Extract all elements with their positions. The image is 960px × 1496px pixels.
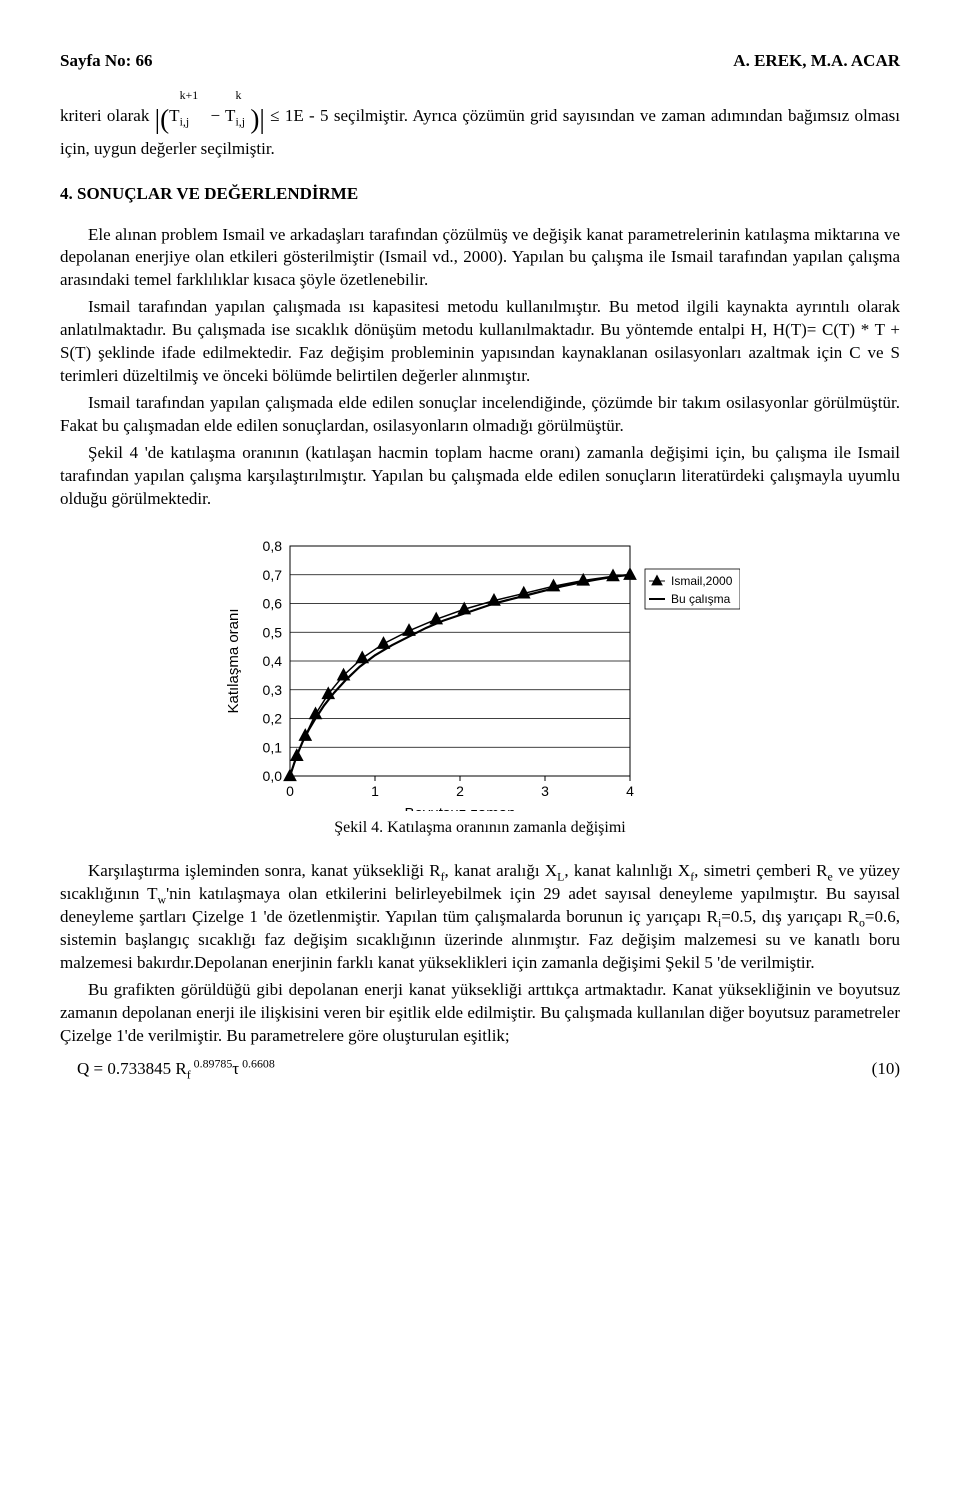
intro-paragraph: kriteri olarak |(Tk+1i,j − Tki,j )| ≤ 1E…: [60, 101, 900, 161]
line-chart-svg: 0,0 0,1 0,2 0,3 0,4 0,5 0,6 0,7 0,8 0 1 2 3 4 Boyutsuz…: [220, 531, 740, 811]
paragraph-1: Ele alınan problem Ismail ve arkadaşları…: [60, 224, 900, 293]
svg-text:0,2: 0,2: [263, 710, 283, 726]
svg-text:0,3: 0,3: [263, 682, 283, 698]
svg-text:2: 2: [456, 783, 464, 799]
intro-a: kriteri olarak: [60, 106, 155, 125]
page-header: Sayfa No: 66 A. EREK, M.A. ACAR: [60, 50, 900, 73]
svg-text:1: 1: [371, 783, 379, 799]
paragraph-4: Şekil 4 'de katılaşma oranının (katılaşa…: [60, 442, 900, 511]
page-number: Sayfa No: 66: [60, 50, 153, 73]
sub-w: w: [157, 893, 166, 907]
paragraph-5: Karşılaştırma işleminden sonra, kanat yü…: [60, 860, 900, 975]
svg-text:4: 4: [626, 783, 634, 799]
svg-text:0,4: 0,4: [263, 653, 283, 669]
equation-10-number: (10): [872, 1058, 900, 1081]
equation-10: Q = 0.733845 Rf 0.89785τ 0.6608: [60, 1058, 275, 1081]
criterion-formula: |(Tk+1i,j − Tki,j )| ≤ 1E - 5: [155, 106, 334, 125]
svg-text:3: 3: [541, 783, 549, 799]
equation-10-row: Q = 0.733845 Rf 0.89785τ 0.6608 (10): [60, 1058, 900, 1081]
svg-text:0,0: 0,0: [263, 768, 283, 784]
svg-text:Boyutsuz zaman: Boyutsuz zaman: [405, 805, 516, 811]
page-authors: A. EREK, M.A. ACAR: [733, 50, 900, 73]
svg-text:0: 0: [286, 783, 294, 799]
figure-4-caption: Şekil 4. Katılaşma oranının zamanla deği…: [60, 817, 900, 839]
p5b: , kanat aralığı X: [445, 861, 558, 880]
svg-text:0,7: 0,7: [263, 567, 283, 583]
svg-text:Katılaşma oranı: Katılaşma oranı: [225, 608, 242, 713]
paragraph-6: Bu grafikten görüldüğü gibi depolanan en…: [60, 979, 900, 1048]
section-4-title: 4. SONUÇLAR VE DEĞERLENDİRME: [60, 183, 900, 206]
p5g: =0.5, dış yarıçapı R: [721, 907, 859, 926]
svg-text:Bu çalışma: Bu çalışma: [671, 592, 731, 606]
p5a: Karşılaştırma işleminden sonra, kanat yü…: [88, 861, 441, 880]
p5d: , simetri çemberi R: [694, 861, 827, 880]
figure-4-chart: 0,0 0,1 0,2 0,3 0,4 0,5 0,6 0,7 0,8 0 1 2 3 4 Boyutsuz…: [60, 531, 900, 811]
paragraph-2: Ismail tarafından yapılan çalışmada ısı …: [60, 296, 900, 388]
svg-text:0,5: 0,5: [263, 624, 283, 640]
paragraph-3: Ismail tarafından yapılan çalışmada elde…: [60, 392, 900, 438]
svg-text:Ismail,2000: Ismail,2000: [671, 574, 733, 588]
p5c: , kanat kalınlığı X: [564, 861, 690, 880]
svg-text:0,6: 0,6: [263, 595, 283, 611]
svg-text:0,8: 0,8: [263, 538, 283, 554]
svg-text:0,1: 0,1: [263, 739, 283, 755]
